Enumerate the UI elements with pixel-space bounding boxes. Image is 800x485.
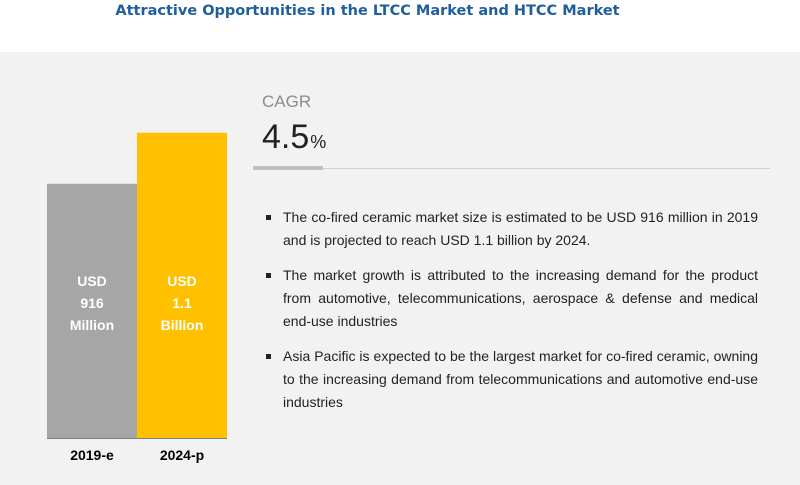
insight-text: Asia Pacific is expected to be the large… [283, 348, 758, 410]
bar-value-label: USD [77, 273, 107, 289]
insight-text: The market growth is attributed to the i… [283, 267, 758, 329]
bar-2024-p [137, 132, 227, 438]
section-divider [323, 168, 770, 169]
insight-item: Asia Pacific is expected to be the large… [266, 345, 758, 414]
bullet-icon [266, 215, 271, 220]
cagr-unit: % [310, 132, 327, 152]
cagr-label: CAGR [262, 92, 312, 111]
bar-2019-e [47, 183, 137, 438]
bar-value-label: Billion [161, 317, 204, 333]
bullet-icon [266, 273, 271, 278]
insights-list: The co-fired ceramic market size is esti… [266, 206, 758, 426]
cagr-value: 4.5% [262, 118, 326, 157]
bar-value-label: 916 [80, 295, 104, 311]
page-title: Attractive Opportunities in the LTCC Mar… [115, 3, 620, 19]
x-tick-label: 2019-e [70, 447, 114, 463]
insight-text: The co-fired ceramic market size is esti… [283, 209, 758, 248]
cagr-number: 4.5 [262, 118, 310, 156]
x-tick-label: 2024-p [160, 447, 204, 463]
bar-value-label: Million [70, 317, 114, 333]
bar-value-label: 1.1 [172, 295, 192, 311]
insight-item: The co-fired ceramic market size is esti… [266, 206, 758, 252]
insight-item: The market growth is attributed to the i… [266, 264, 758, 333]
cagr-underline [253, 166, 323, 170]
bullet-icon [266, 354, 271, 359]
bar-value-label: USD [167, 273, 197, 289]
